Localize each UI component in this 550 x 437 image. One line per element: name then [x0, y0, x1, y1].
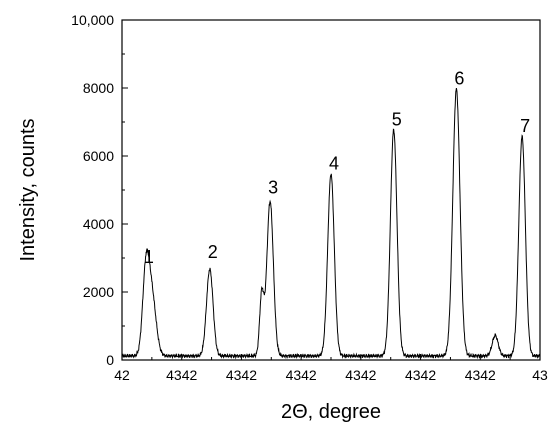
x-tick-label: 42	[114, 367, 130, 383]
peak-label: 2	[208, 242, 218, 262]
peak-labels: 1 2 3 4 5 6 7	[144, 69, 530, 268]
plot-frame	[121, 19, 541, 361]
y-tick-label: 2000	[83, 284, 114, 300]
x-tick-label: 4342	[345, 367, 376, 383]
peak-label: 7	[520, 116, 530, 136]
y-tick-label: 8000	[83, 80, 114, 96]
x-tick-label: 4342	[226, 367, 257, 383]
x-tick-label: 43	[532, 367, 548, 383]
y-axis-ticks: 0 2000 4000 6000 8000 10,000	[71, 12, 128, 368]
x-axis-ticks: 42 4342 4342 4342 4342 4342 4342 43	[114, 354, 548, 383]
x-tick-label: 4342	[465, 367, 496, 383]
peak-label: 5	[392, 109, 402, 129]
y-tick-label: 10,000	[71, 12, 114, 28]
y-tick-label: 4000	[83, 216, 114, 232]
y-tick-label: 6000	[83, 148, 114, 164]
y-tick-label: 0	[106, 352, 114, 368]
peak-label: 4	[329, 154, 339, 174]
peak-label: 6	[454, 69, 464, 89]
x-tick-label: 4342	[286, 367, 317, 383]
y-axis-title: Intensity, counts	[17, 118, 39, 261]
peak-label: 1	[144, 247, 154, 267]
x-axis-title: 2Θ, degree	[281, 401, 381, 423]
x-tick-label: 4342	[166, 367, 197, 383]
intensity-line	[121, 88, 541, 360]
peak-label: 3	[268, 177, 278, 197]
x-tick-label: 4342	[405, 367, 436, 383]
